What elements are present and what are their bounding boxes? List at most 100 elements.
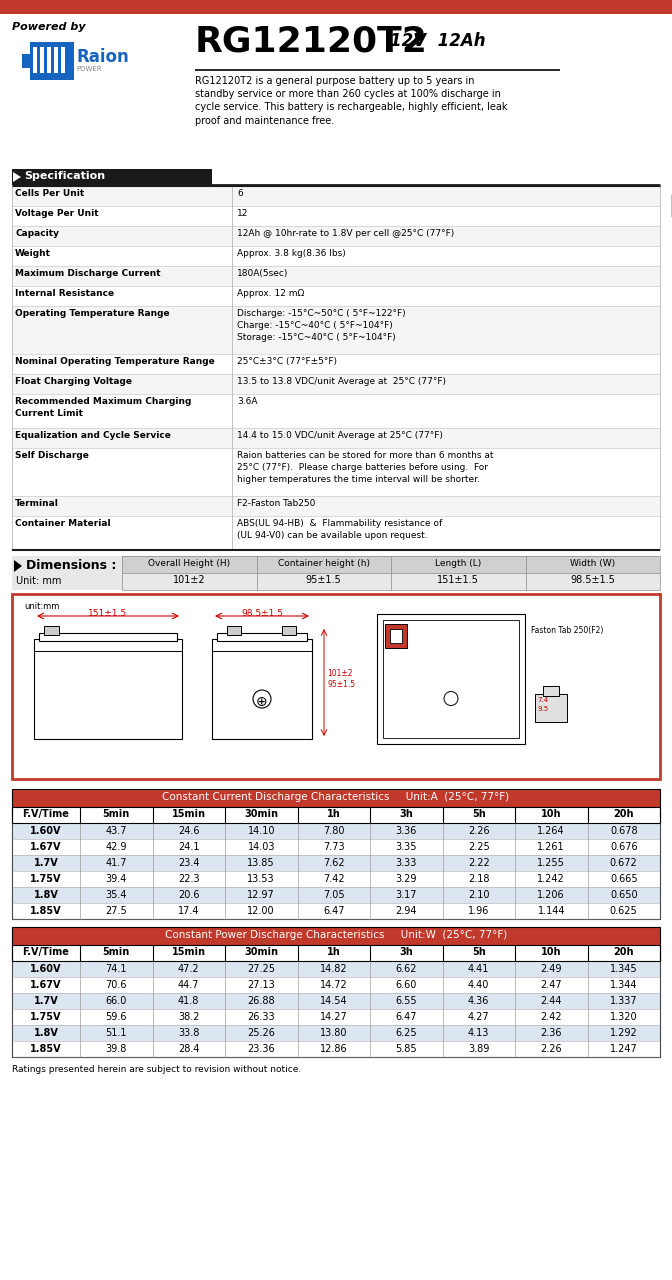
Text: 4.36: 4.36: [468, 996, 489, 1006]
Text: 0.672: 0.672: [610, 858, 638, 868]
Bar: [12, 285, 660, 306]
Bar: [39, 634, 177, 641]
Bar: [12, 823, 660, 838]
Text: 23.4: 23.4: [178, 858, 200, 868]
Text: 27.5: 27.5: [106, 906, 127, 916]
Text: 24.6: 24.6: [178, 826, 200, 836]
Text: 12.86: 12.86: [320, 1044, 347, 1053]
Bar: [40, 47, 44, 73]
Text: 6.55: 6.55: [395, 996, 417, 1006]
Bar: [212, 639, 312, 739]
Bar: [12, 961, 660, 977]
Text: Cells Per Unit: Cells Per Unit: [15, 189, 84, 198]
Text: 4.27: 4.27: [468, 1012, 490, 1021]
Text: 20.6: 20.6: [178, 890, 200, 900]
Text: 95±1.5: 95±1.5: [306, 575, 341, 585]
Text: 3.6A: 3.6A: [237, 397, 257, 406]
Text: F.V/Time: F.V/Time: [23, 947, 69, 957]
Text: 15min: 15min: [172, 947, 206, 957]
Text: 98.5±1.5: 98.5±1.5: [571, 575, 615, 585]
Bar: [282, 626, 296, 635]
Text: 24.1: 24.1: [178, 842, 200, 852]
Text: 25.26: 25.26: [247, 1028, 276, 1038]
Text: 35.4: 35.4: [106, 890, 127, 900]
Text: RG12120T2 is a general purpose battery up to 5 years in
standby service or more : RG12120T2 is a general purpose battery u…: [195, 76, 507, 125]
Text: 6.47: 6.47: [323, 906, 345, 916]
Text: 7.80: 7.80: [323, 826, 345, 836]
Text: 59.6: 59.6: [106, 1012, 127, 1021]
Text: 5h: 5h: [472, 947, 486, 957]
Bar: [122, 556, 660, 573]
Text: 38.2: 38.2: [178, 1012, 200, 1021]
Text: Approx. 3.8 kg(8.36 lbs): Approx. 3.8 kg(8.36 lbs): [237, 250, 346, 259]
Bar: [44, 626, 59, 635]
Text: 14.10: 14.10: [247, 826, 275, 836]
Text: 7.42: 7.42: [323, 874, 345, 884]
Bar: [22, 54, 32, 68]
Text: Width (W): Width (W): [570, 559, 616, 568]
Text: 3h: 3h: [399, 947, 413, 957]
Bar: [0, 0, 672, 14]
Bar: [12, 306, 660, 355]
Text: 1.96: 1.96: [468, 906, 489, 916]
Text: 26.33: 26.33: [247, 1012, 275, 1021]
Text: 5.85: 5.85: [395, 1044, 417, 1053]
Text: 41.7: 41.7: [106, 858, 127, 868]
Text: 13.85: 13.85: [247, 858, 275, 868]
Text: 7.05: 7.05: [323, 890, 345, 900]
Text: 1.67V: 1.67V: [30, 842, 62, 852]
Text: 1.206: 1.206: [538, 890, 565, 900]
Bar: [33, 47, 37, 73]
Text: 13.80: 13.80: [320, 1028, 347, 1038]
Text: ÑU: ÑU: [668, 195, 672, 223]
Bar: [12, 788, 660, 806]
Polygon shape: [14, 561, 22, 572]
Text: 30min: 30min: [244, 947, 278, 957]
Bar: [12, 516, 660, 550]
Text: 14.4 to 15.0 VDC/unit Average at 25°C (77°F): 14.4 to 15.0 VDC/unit Average at 25°C (7…: [237, 431, 443, 440]
Text: 1h: 1h: [327, 947, 341, 957]
Text: 20h: 20h: [614, 947, 634, 957]
Text: Container Material: Container Material: [15, 518, 111, 527]
Text: Length (L): Length (L): [435, 559, 481, 568]
Text: Constant Current Discharge Characteristics     Unit:A  (25°C, 77°F): Constant Current Discharge Characteristi…: [163, 792, 509, 803]
Text: 3.36: 3.36: [396, 826, 417, 836]
Text: Approx. 12 mΩ: Approx. 12 mΩ: [237, 289, 304, 298]
Text: RG12120T2: RG12120T2: [195, 24, 428, 58]
Text: Powered by: Powered by: [12, 22, 85, 32]
Text: 0.665: 0.665: [610, 874, 638, 884]
Text: 1.7V: 1.7V: [34, 996, 58, 1006]
Text: 1.67V: 1.67V: [30, 980, 62, 989]
Text: 7.62: 7.62: [323, 858, 345, 868]
Text: 66.0: 66.0: [106, 996, 127, 1006]
Text: 39.8: 39.8: [106, 1044, 127, 1053]
Text: 6.62: 6.62: [396, 964, 417, 974]
Bar: [54, 47, 58, 73]
Text: 6.47: 6.47: [396, 1012, 417, 1021]
Bar: [12, 394, 660, 428]
Text: 12.97: 12.97: [247, 890, 275, 900]
Text: unit:mm: unit:mm: [24, 602, 59, 611]
Text: 1.292: 1.292: [610, 1028, 638, 1038]
Text: Raion: Raion: [76, 47, 129, 67]
Text: 101±2
95±1.5: 101±2 95±1.5: [327, 668, 355, 690]
Text: 12Ah @ 10hr-rate to 1.8V per cell @25°C (77°F): 12Ah @ 10hr-rate to 1.8V per cell @25°C …: [237, 229, 454, 238]
Bar: [12, 945, 660, 961]
Bar: [30, 42, 74, 79]
Bar: [12, 1009, 660, 1025]
Bar: [12, 993, 660, 1009]
Text: 0.678: 0.678: [610, 826, 638, 836]
Bar: [12, 1041, 660, 1057]
Bar: [12, 977, 660, 993]
Text: Operating Temperature Range: Operating Temperature Range: [15, 308, 169, 317]
Text: 2.94: 2.94: [396, 906, 417, 916]
Text: 13.53: 13.53: [247, 874, 275, 884]
Text: 1.344: 1.344: [610, 980, 638, 989]
Text: 2.42: 2.42: [540, 1012, 562, 1021]
Bar: [12, 227, 660, 246]
Text: 4.40: 4.40: [468, 980, 489, 989]
Text: 1.345: 1.345: [610, 964, 638, 974]
Text: 1.60V: 1.60V: [30, 826, 62, 836]
Text: 23.36: 23.36: [247, 1044, 275, 1053]
Text: 2.44: 2.44: [540, 996, 562, 1006]
